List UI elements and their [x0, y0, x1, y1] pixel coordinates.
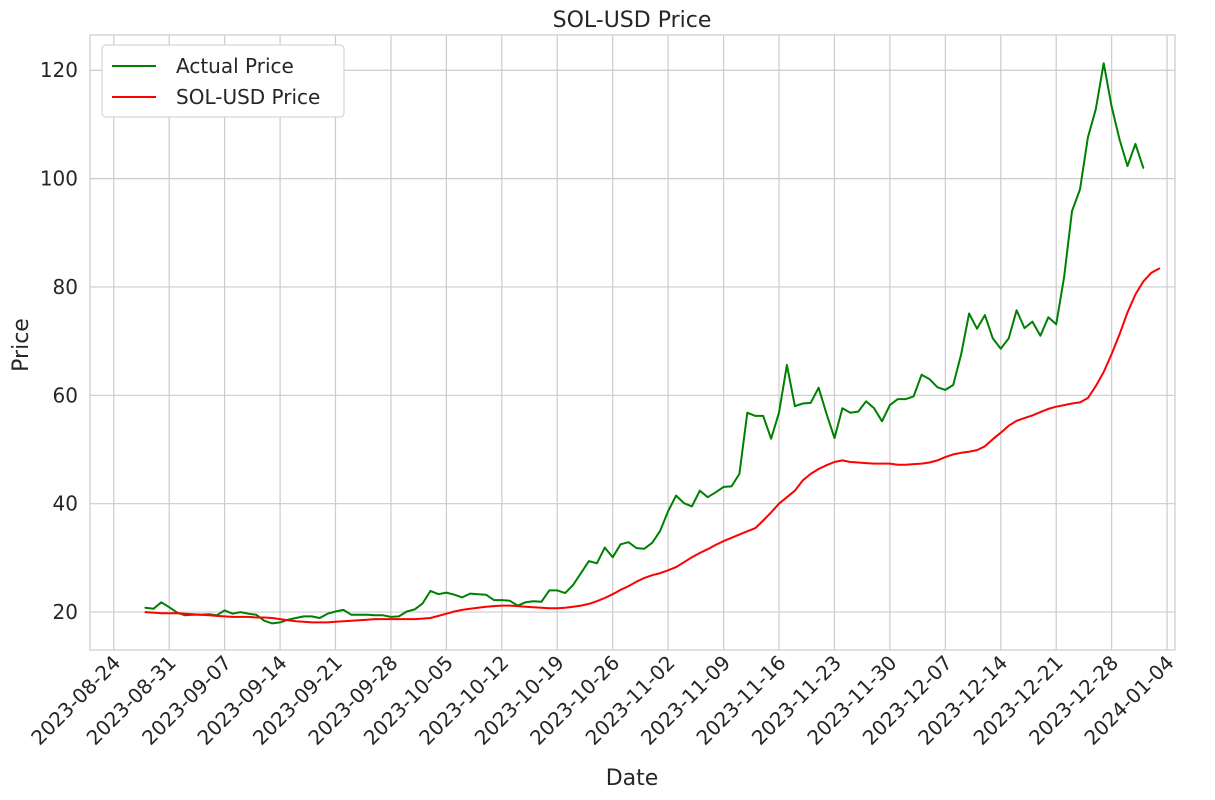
chart-title: SOL-USD Price: [553, 8, 712, 33]
plot-background: [90, 35, 1175, 650]
y-tick-label: 100: [40, 167, 78, 191]
y-tick-label: 40: [53, 492, 78, 516]
series-line-sol-usd-price: [144, 267, 1161, 624]
x-axis-title: Date: [606, 766, 659, 791]
y-tick-label: 80: [53, 275, 78, 299]
y-tick-label: 20: [53, 600, 78, 624]
series-lines: [144, 62, 1161, 625]
legend-label-actual-price: Actual Price: [176, 54, 294, 78]
legend-label-sol-usd-price: SOL-USD Price: [176, 85, 320, 109]
plot-frame: [89, 34, 1176, 651]
y-axis-title: Price: [9, 318, 34, 372]
legend-box: [101, 44, 345, 118]
legend: Actual Price SOL-USD Price: [101, 44, 345, 118]
series-line-actual-price: [144, 62, 1145, 625]
y-tick-label: 120: [40, 58, 78, 82]
y-tick-label: 60: [53, 383, 78, 407]
